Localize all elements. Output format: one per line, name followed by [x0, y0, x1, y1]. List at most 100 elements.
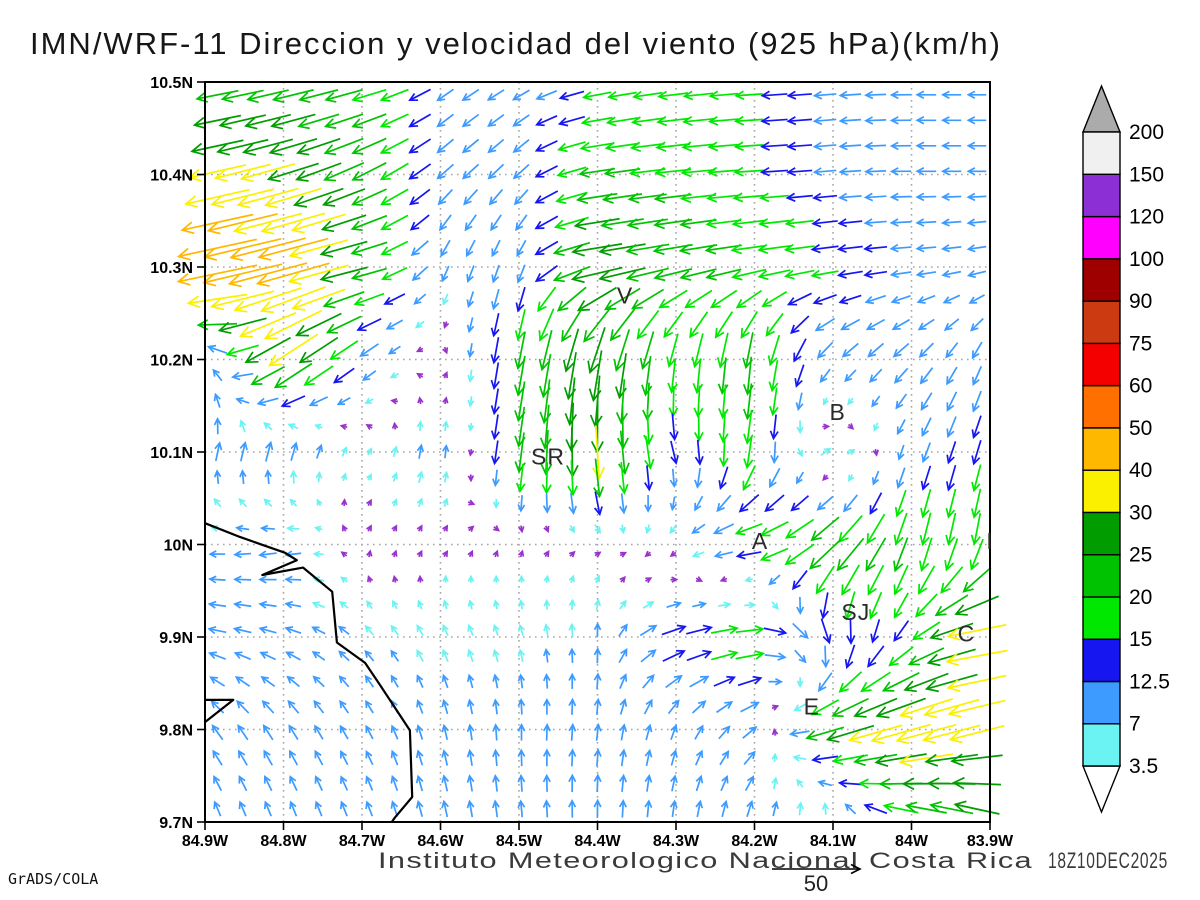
wind-arrow-head [816, 502, 826, 511]
wind-arrow-shaft [281, 395, 306, 407]
wind-arrow-head [657, 90, 668, 101]
wind-arrow [707, 141, 740, 152]
wind-arrow [821, 802, 830, 815]
wind-arrow-head [742, 480, 752, 492]
wind-arrow-head [632, 90, 643, 101]
wind-arrow-head [764, 502, 774, 513]
wind-arrow-shaft [788, 118, 813, 123]
wind-arrow-head [593, 647, 602, 656]
wind-arrow-shaft [621, 404, 624, 449]
wind-arrow-head [288, 749, 297, 759]
wind-arrow-shaft [838, 514, 863, 543]
wind-arrow [598, 243, 646, 257]
wind-arrow-head [868, 374, 878, 384]
wind-arrow-head [697, 700, 707, 709]
wind-arrow [733, 115, 764, 126]
wind-arrow [794, 649, 807, 664]
wind-arrow-head [534, 246, 545, 256]
wind-arrow-head [874, 754, 889, 768]
wind-arrow-head [416, 699, 424, 708]
wind-arrow-shaft [468, 700, 474, 715]
wind-arrow-shaft [918, 565, 936, 594]
wind-arrow-head [915, 243, 925, 253]
wind-arrow [838, 141, 862, 151]
wind-arrow [579, 141, 614, 153]
wind-arrow [655, 141, 691, 152]
wind-arrow-head [669, 479, 678, 488]
colorbar-segment [1082, 511, 1121, 556]
wind-arrow [319, 240, 368, 258]
wind-arrow [380, 214, 409, 231]
wind-arrow-shaft [437, 163, 455, 179]
wind-arrow [514, 355, 526, 397]
wind-arrow-shaft [269, 333, 319, 367]
wind-arrow [517, 623, 525, 636]
wind-arrow [311, 650, 326, 661]
wind-arrow-head [379, 118, 391, 128]
wind-arrow [467, 648, 475, 663]
wind-arrow-shaft [178, 264, 258, 283]
wind-arrow [239, 163, 296, 183]
wind-arrow-head [568, 748, 577, 757]
wind-arrow-head [809, 557, 822, 570]
wind-arrow-head [186, 295, 201, 309]
wind-arrow-head [897, 452, 905, 461]
wind-arrow [669, 468, 678, 488]
wind-arrow [208, 550, 226, 559]
wind-arrow [239, 469, 247, 485]
wind-arrow [463, 188, 479, 206]
wind-arrow-head [437, 196, 447, 206]
wind-arrow-head [918, 349, 928, 358]
wind-arrow-shaft [760, 521, 789, 537]
wind-arrow-shaft [746, 801, 753, 817]
wind-arrow-head [705, 270, 717, 281]
wind-arrow-shaft [618, 353, 627, 398]
wind-arrow [568, 697, 577, 715]
wind-arrow-shaft [240, 420, 246, 433]
wind-arrow-head [436, 170, 446, 180]
wind-arrow-head [236, 196, 251, 209]
wind-arrow-head [777, 652, 787, 661]
colorbar-segment [1082, 427, 1121, 471]
wind-arrow-shaft [364, 650, 375, 662]
wind-arrow [603, 287, 641, 311]
wind-arrow-head [784, 554, 796, 566]
wind-arrow [436, 163, 455, 180]
wind-arrow-head [817, 779, 826, 788]
wind-arrow-head [415, 774, 424, 784]
wind-arrow [517, 673, 526, 689]
wind-arrow-head [893, 584, 903, 596]
wind-arrow [735, 650, 766, 660]
wind-arrow-shaft [894, 564, 909, 595]
wind-arrow-shaft [273, 89, 314, 101]
wind-arrow [461, 163, 480, 180]
wind-arrow-shaft [620, 750, 625, 767]
wind-arrow-shaft [572, 243, 623, 253]
wind-arrow-head [970, 534, 981, 546]
wind-arrow [940, 218, 962, 227]
wind-arrow-shaft [794, 703, 806, 712]
wind-arrow [490, 312, 500, 338]
wind-arrow-shaft [619, 430, 626, 474]
wind-arrow-head [812, 141, 823, 151]
wind-arrow-head [784, 528, 797, 539]
wind-arrow-head [408, 170, 419, 180]
wind-arrow [796, 801, 804, 816]
wind-arrow [792, 622, 809, 640]
wind-arrow-head [573, 218, 587, 231]
wind-arrow-shaft [871, 395, 881, 407]
wind-arrow [642, 673, 655, 689]
wind-arrow [492, 498, 500, 510]
wind-arrow [619, 524, 627, 535]
wind-arrow-shaft [945, 342, 959, 358]
wind-arrow-head [645, 698, 653, 708]
wind-arrow-head [364, 674, 373, 683]
wind-arrow-head [212, 368, 220, 377]
wind-arrow-head [436, 93, 446, 102]
wind-arrow-shaft [558, 141, 586, 151]
wind-arrow-shaft [657, 117, 690, 123]
wind-arrow-head [864, 90, 874, 100]
wind-arrow-shaft [893, 620, 910, 642]
wind-arrow-shaft [545, 800, 549, 818]
wind-arrow-shaft [711, 651, 738, 661]
